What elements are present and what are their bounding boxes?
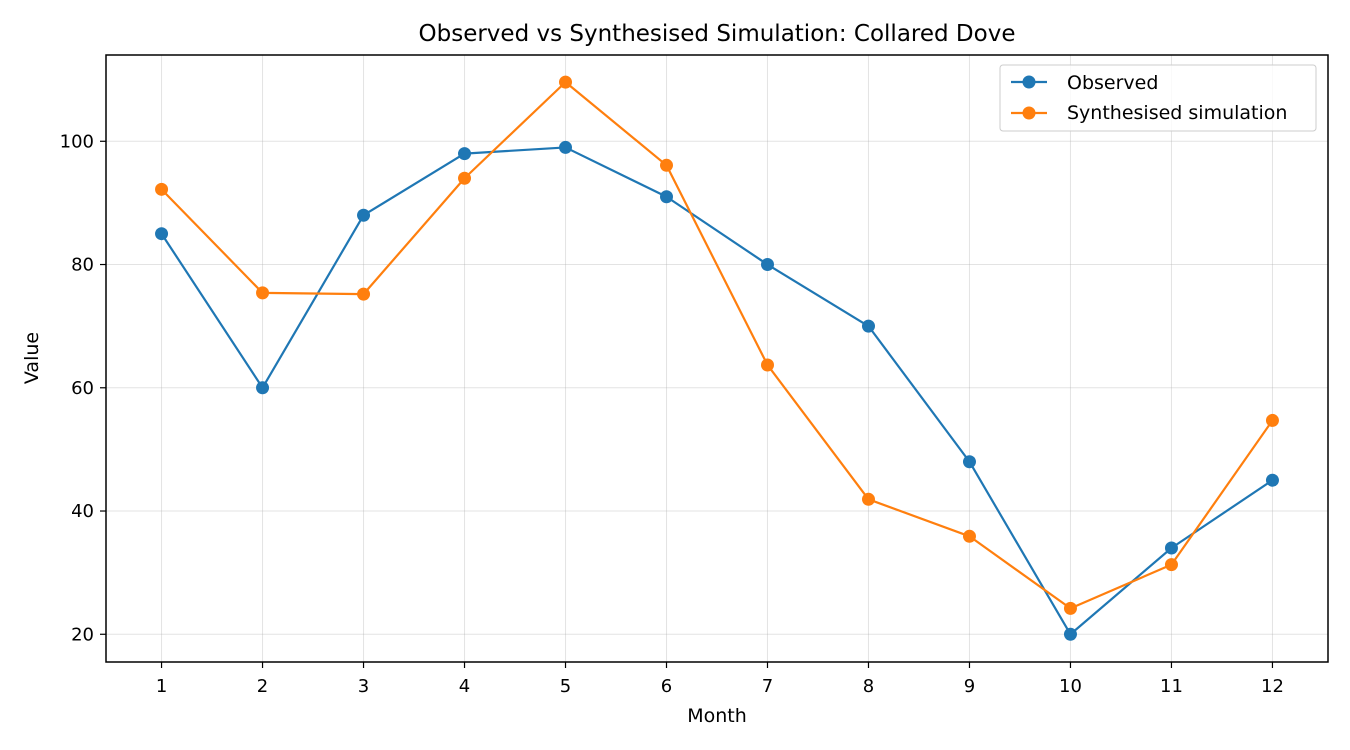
data-point [861, 319, 875, 333]
chart-title: Observed vs Synthesised Simulation: Coll… [419, 21, 1016, 47]
grid-layer [106, 55, 1328, 662]
data-point [256, 286, 270, 300]
data-point [256, 381, 270, 395]
data-point [962, 455, 976, 469]
data-point [760, 358, 774, 372]
data-point [1164, 541, 1178, 555]
x-tick-label: 12 [1261, 676, 1284, 697]
series-layer [155, 75, 1279, 641]
data-point [760, 258, 774, 272]
x-tick-label: 5 [560, 676, 571, 697]
series-line [160, 146, 1274, 636]
data-point [1164, 558, 1178, 572]
series-1 [155, 75, 1279, 615]
x-axis-label: Month [687, 705, 747, 727]
data-point [357, 287, 371, 301]
y-tick-label: 40 [71, 501, 94, 522]
data-point [1265, 413, 1279, 427]
data-point [660, 190, 674, 204]
x-tick-label: 2 [257, 676, 268, 697]
y-tick-label: 20 [71, 624, 94, 645]
y-tick-label: 100 [60, 131, 94, 152]
x-tick-label: 10 [1059, 676, 1082, 697]
data-point [155, 182, 169, 196]
y-tick-label: 80 [71, 255, 94, 276]
x-tick-label: 7 [762, 676, 773, 697]
legend-label-simulation: Synthesised simulation [1067, 102, 1287, 124]
data-point [861, 492, 875, 506]
data-point [1063, 627, 1077, 641]
x-tick-label: 1 [156, 676, 167, 697]
data-point [155, 227, 169, 241]
x-tick-label: 3 [358, 676, 369, 697]
data-point [559, 75, 573, 89]
plot-frame [105, 54, 1329, 663]
x-tick-label: 4 [459, 676, 470, 697]
legend-marker-simulation [1022, 106, 1036, 120]
data-point [559, 140, 573, 154]
x-tick-label: 8 [863, 676, 874, 697]
data-point [660, 158, 674, 172]
data-point [962, 529, 976, 543]
data-point [458, 171, 472, 185]
data-point [1265, 473, 1279, 487]
legend-marker-observed [1022, 75, 1036, 89]
data-point [458, 147, 472, 161]
x-tick-label: 9 [964, 676, 975, 697]
x-tick-label: 11 [1160, 676, 1183, 697]
y-axis-label: Value [21, 332, 43, 384]
data-point [357, 208, 371, 222]
legend-label-observed: Observed [1067, 72, 1158, 94]
y-tick-label: 60 [71, 378, 94, 399]
legend-box [999, 64, 1317, 132]
data-point [1063, 601, 1077, 615]
legend: Observed Synthesised simulation [999, 64, 1317, 132]
x-tick-label: 6 [661, 676, 672, 697]
series-line [160, 81, 1274, 610]
series-0 [155, 140, 1279, 641]
